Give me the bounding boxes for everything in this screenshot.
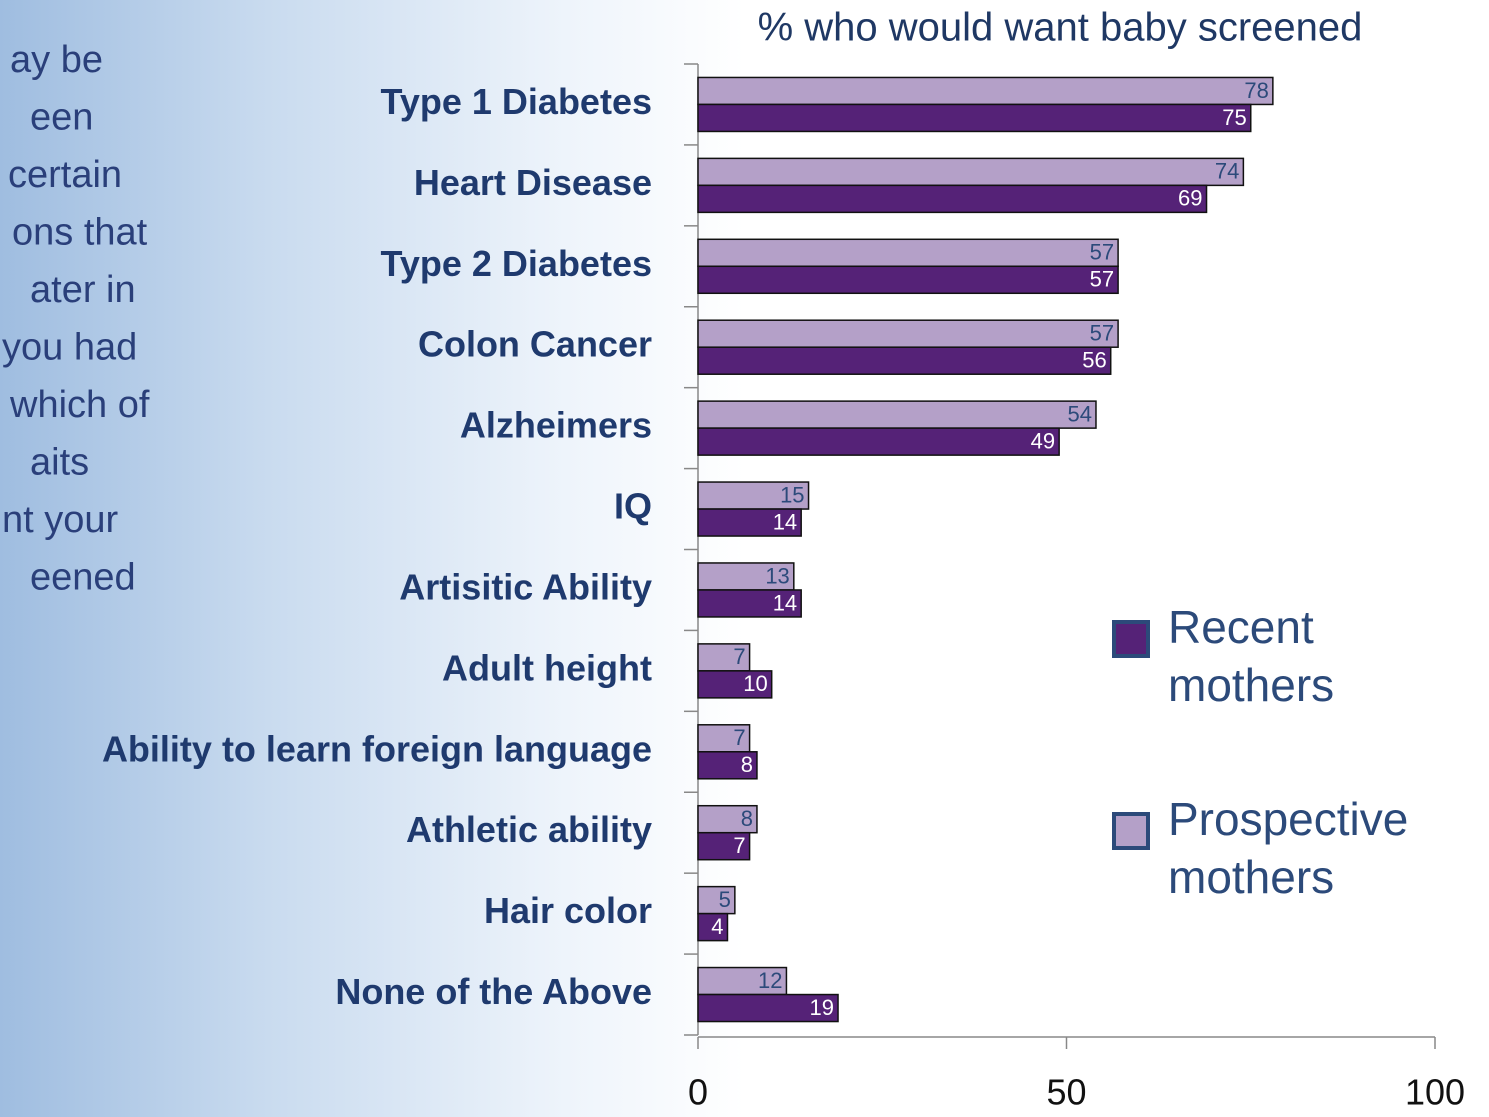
side-text: nt your (2, 499, 119, 541)
y-tick-label: Colon Cancer (418, 324, 652, 365)
value-label: 19 (810, 995, 834, 1020)
bar (697, 319, 1119, 348)
y-tick-label: Artisitic Ability (399, 566, 652, 607)
y-tick-label: Type 1 Diabetes (381, 81, 652, 122)
bar (697, 481, 810, 510)
bar (697, 346, 1112, 375)
bar (697, 993, 839, 1023)
value-label: 8 (741, 806, 753, 831)
value-label: 57 (1090, 267, 1114, 292)
value-label: 12 (758, 968, 782, 993)
bar (697, 670, 773, 699)
side-text: ons that (12, 212, 148, 254)
legend-label: Recent mothers (1168, 601, 1335, 711)
value-label: 69 (1178, 186, 1202, 211)
side-text: ay be (10, 39, 103, 81)
value-label: 7 (733, 644, 745, 669)
value-label: 4 (711, 914, 723, 939)
value-label: 7 (733, 833, 745, 858)
chart-title: % who would want baby screened (758, 6, 1363, 50)
value-label: 13 (765, 563, 789, 588)
value-label: 57 (1090, 321, 1114, 346)
value-label: 7 (733, 725, 745, 750)
value-label: 10 (743, 671, 767, 696)
bar (697, 400, 1097, 429)
legend-item: Recent mothers (1112, 598, 1412, 714)
bar (697, 238, 1119, 268)
y-tick-label: Adult height (442, 647, 652, 688)
legend-item: Prospective mothers (1112, 790, 1412, 906)
bar (697, 508, 802, 537)
bar (697, 157, 1245, 187)
bar (697, 966, 788, 996)
value-label: 14 (773, 509, 797, 534)
bar (697, 265, 1119, 295)
value-label: 78 (1244, 78, 1268, 103)
y-tick-label: Heart Disease (414, 162, 652, 203)
value-label: 8 (741, 752, 753, 777)
x-tick-label: 0 (688, 1072, 708, 1113)
y-tick-label: Athletic ability (406, 809, 652, 850)
side-text: eened (30, 557, 136, 599)
side-text: which of (9, 384, 150, 426)
x-tick-label: 100 (1405, 1072, 1465, 1113)
y-tick-label: Type 2 Diabetes (381, 243, 652, 284)
value-label: 75 (1222, 105, 1246, 130)
side-text: you had (2, 327, 137, 369)
y-tick-label: Ability to learn foreign language (102, 728, 652, 769)
y-tick-label: None of the Above (335, 971, 652, 1012)
bar (697, 643, 751, 672)
x-tick-label: 50 (1046, 1072, 1086, 1113)
value-label: 56 (1082, 348, 1106, 373)
value-label: 5 (719, 887, 731, 912)
y-tick-label: Hair color (484, 890, 652, 931)
y-tick-label: IQ (614, 486, 652, 527)
value-label: 74 (1215, 159, 1239, 184)
bar (697, 103, 1252, 133)
bar (697, 184, 1208, 214)
bar (697, 427, 1060, 456)
bar (697, 589, 802, 618)
side-text: ater in (30, 269, 136, 311)
legend-swatch (1112, 620, 1150, 658)
y-tick-label: Alzheimers (460, 405, 652, 446)
bar (697, 831, 751, 861)
legend-swatch (1112, 812, 1150, 850)
bar (697, 76, 1274, 106)
legend-label: Prospective mothers (1168, 793, 1409, 903)
side-text: aits (30, 442, 89, 484)
bar (697, 724, 751, 753)
bar (697, 804, 758, 834)
value-label: 14 (773, 590, 797, 615)
bar (697, 912, 729, 942)
value-label: 49 (1031, 428, 1055, 453)
side-text: een (30, 97, 93, 139)
bar (697, 562, 795, 591)
value-label: 54 (1067, 401, 1091, 426)
side-text: certain (8, 154, 122, 196)
value-label: 15 (780, 482, 804, 507)
value-label: 57 (1090, 240, 1114, 265)
bar (697, 751, 758, 780)
